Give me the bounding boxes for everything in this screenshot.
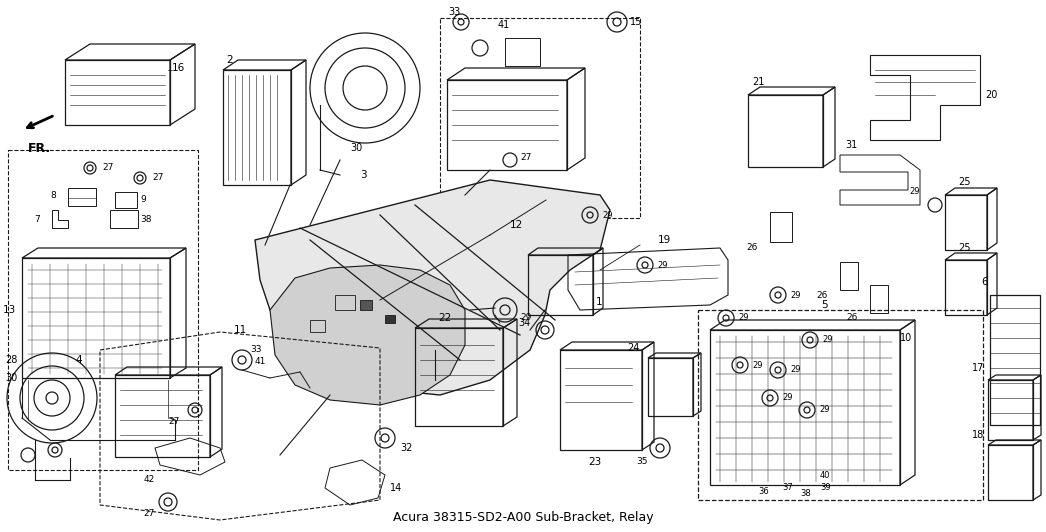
Text: 29: 29 bbox=[790, 290, 800, 300]
Text: 35: 35 bbox=[637, 458, 649, 467]
Text: 23: 23 bbox=[588, 457, 601, 467]
Text: 29: 29 bbox=[790, 365, 800, 375]
Text: 4: 4 bbox=[75, 355, 82, 365]
Text: 29: 29 bbox=[521, 313, 532, 322]
Bar bbox=[440, 18, 640, 218]
Bar bbox=[385, 315, 395, 323]
Text: 34: 34 bbox=[518, 318, 530, 328]
Text: 33: 33 bbox=[448, 7, 460, 17]
Text: 9: 9 bbox=[140, 195, 145, 204]
Text: 15: 15 bbox=[630, 17, 642, 27]
Bar bbox=[335, 295, 355, 310]
Text: 36: 36 bbox=[758, 487, 769, 496]
Text: 5: 5 bbox=[822, 300, 828, 310]
Bar bbox=[988, 380, 1033, 440]
Bar bbox=[447, 80, 567, 170]
Text: FR.: FR. bbox=[28, 142, 51, 154]
Text: 29: 29 bbox=[738, 313, 749, 322]
Text: 25: 25 bbox=[958, 177, 971, 187]
Text: 3: 3 bbox=[360, 170, 367, 180]
Text: 42: 42 bbox=[143, 476, 155, 485]
Text: 8: 8 bbox=[50, 192, 56, 201]
Bar bbox=[8, 150, 198, 470]
Text: 21: 21 bbox=[752, 77, 765, 87]
Text: 27: 27 bbox=[152, 173, 163, 182]
Text: 29: 29 bbox=[602, 211, 613, 220]
Text: 29: 29 bbox=[822, 336, 833, 345]
Text: 38: 38 bbox=[140, 214, 152, 223]
Text: 29: 29 bbox=[657, 261, 667, 270]
Bar bbox=[748, 95, 823, 167]
Text: 41: 41 bbox=[255, 358, 267, 367]
Text: 29: 29 bbox=[782, 394, 793, 403]
Text: 29: 29 bbox=[910, 187, 920, 196]
Bar bbox=[115, 192, 137, 208]
Bar bbox=[310, 320, 325, 332]
Text: 1: 1 bbox=[596, 297, 602, 307]
Bar bbox=[649, 358, 693, 416]
Polygon shape bbox=[270, 265, 465, 405]
Text: 27: 27 bbox=[143, 509, 155, 518]
Text: 27: 27 bbox=[520, 154, 531, 162]
Text: 27: 27 bbox=[103, 163, 113, 172]
Text: 28: 28 bbox=[5, 355, 18, 365]
Bar bbox=[528, 255, 593, 315]
Text: 26: 26 bbox=[747, 244, 758, 253]
Bar bbox=[770, 212, 792, 242]
Text: 6: 6 bbox=[981, 277, 988, 287]
Text: 32: 32 bbox=[400, 443, 412, 453]
Bar bbox=[415, 328, 503, 426]
Text: 41: 41 bbox=[498, 20, 510, 30]
Text: 24: 24 bbox=[628, 343, 640, 353]
Bar bbox=[698, 310, 983, 500]
Text: 20: 20 bbox=[985, 90, 998, 100]
Text: 18: 18 bbox=[972, 430, 984, 440]
Bar bbox=[988, 445, 1033, 500]
Text: 40: 40 bbox=[820, 470, 831, 479]
Text: 26: 26 bbox=[846, 313, 858, 322]
Bar bbox=[560, 350, 642, 450]
Text: 16: 16 bbox=[172, 63, 185, 73]
Bar bbox=[115, 375, 210, 457]
Text: 7: 7 bbox=[35, 215, 40, 225]
Bar bbox=[710, 330, 900, 485]
Bar bbox=[68, 188, 96, 206]
Text: 26: 26 bbox=[817, 290, 828, 300]
Text: 12: 12 bbox=[510, 220, 523, 230]
Bar bbox=[945, 195, 987, 250]
Text: 19: 19 bbox=[658, 235, 672, 245]
Text: 14: 14 bbox=[390, 483, 403, 493]
Text: 37: 37 bbox=[782, 484, 793, 493]
Bar bbox=[990, 295, 1040, 425]
Text: 39: 39 bbox=[820, 484, 831, 493]
Text: 33: 33 bbox=[250, 345, 262, 354]
Text: 27: 27 bbox=[168, 418, 180, 427]
Text: 25: 25 bbox=[958, 243, 971, 253]
Text: 10: 10 bbox=[900, 333, 912, 343]
Text: 31: 31 bbox=[845, 140, 858, 150]
Text: 29: 29 bbox=[752, 361, 763, 370]
Polygon shape bbox=[255, 180, 610, 395]
Bar bbox=[505, 38, 540, 66]
Bar bbox=[223, 70, 291, 185]
Text: 38: 38 bbox=[800, 489, 811, 498]
Text: 29: 29 bbox=[819, 405, 829, 414]
Text: 13: 13 bbox=[3, 305, 17, 315]
Text: 11: 11 bbox=[233, 325, 247, 335]
Bar bbox=[22, 258, 170, 378]
Bar bbox=[945, 260, 987, 315]
Bar bbox=[840, 262, 858, 290]
Text: 30: 30 bbox=[350, 143, 362, 153]
Bar bbox=[65, 60, 170, 125]
Text: 2: 2 bbox=[227, 55, 233, 65]
Text: 22: 22 bbox=[438, 313, 451, 323]
Bar bbox=[870, 285, 888, 313]
Bar bbox=[360, 300, 372, 310]
Text: 17: 17 bbox=[972, 363, 984, 373]
Bar bbox=[110, 210, 138, 228]
Text: Acura 38315-SD2-A00 Sub-Bracket, Relay: Acura 38315-SD2-A00 Sub-Bracket, Relay bbox=[392, 511, 654, 524]
Text: 30: 30 bbox=[5, 373, 18, 383]
